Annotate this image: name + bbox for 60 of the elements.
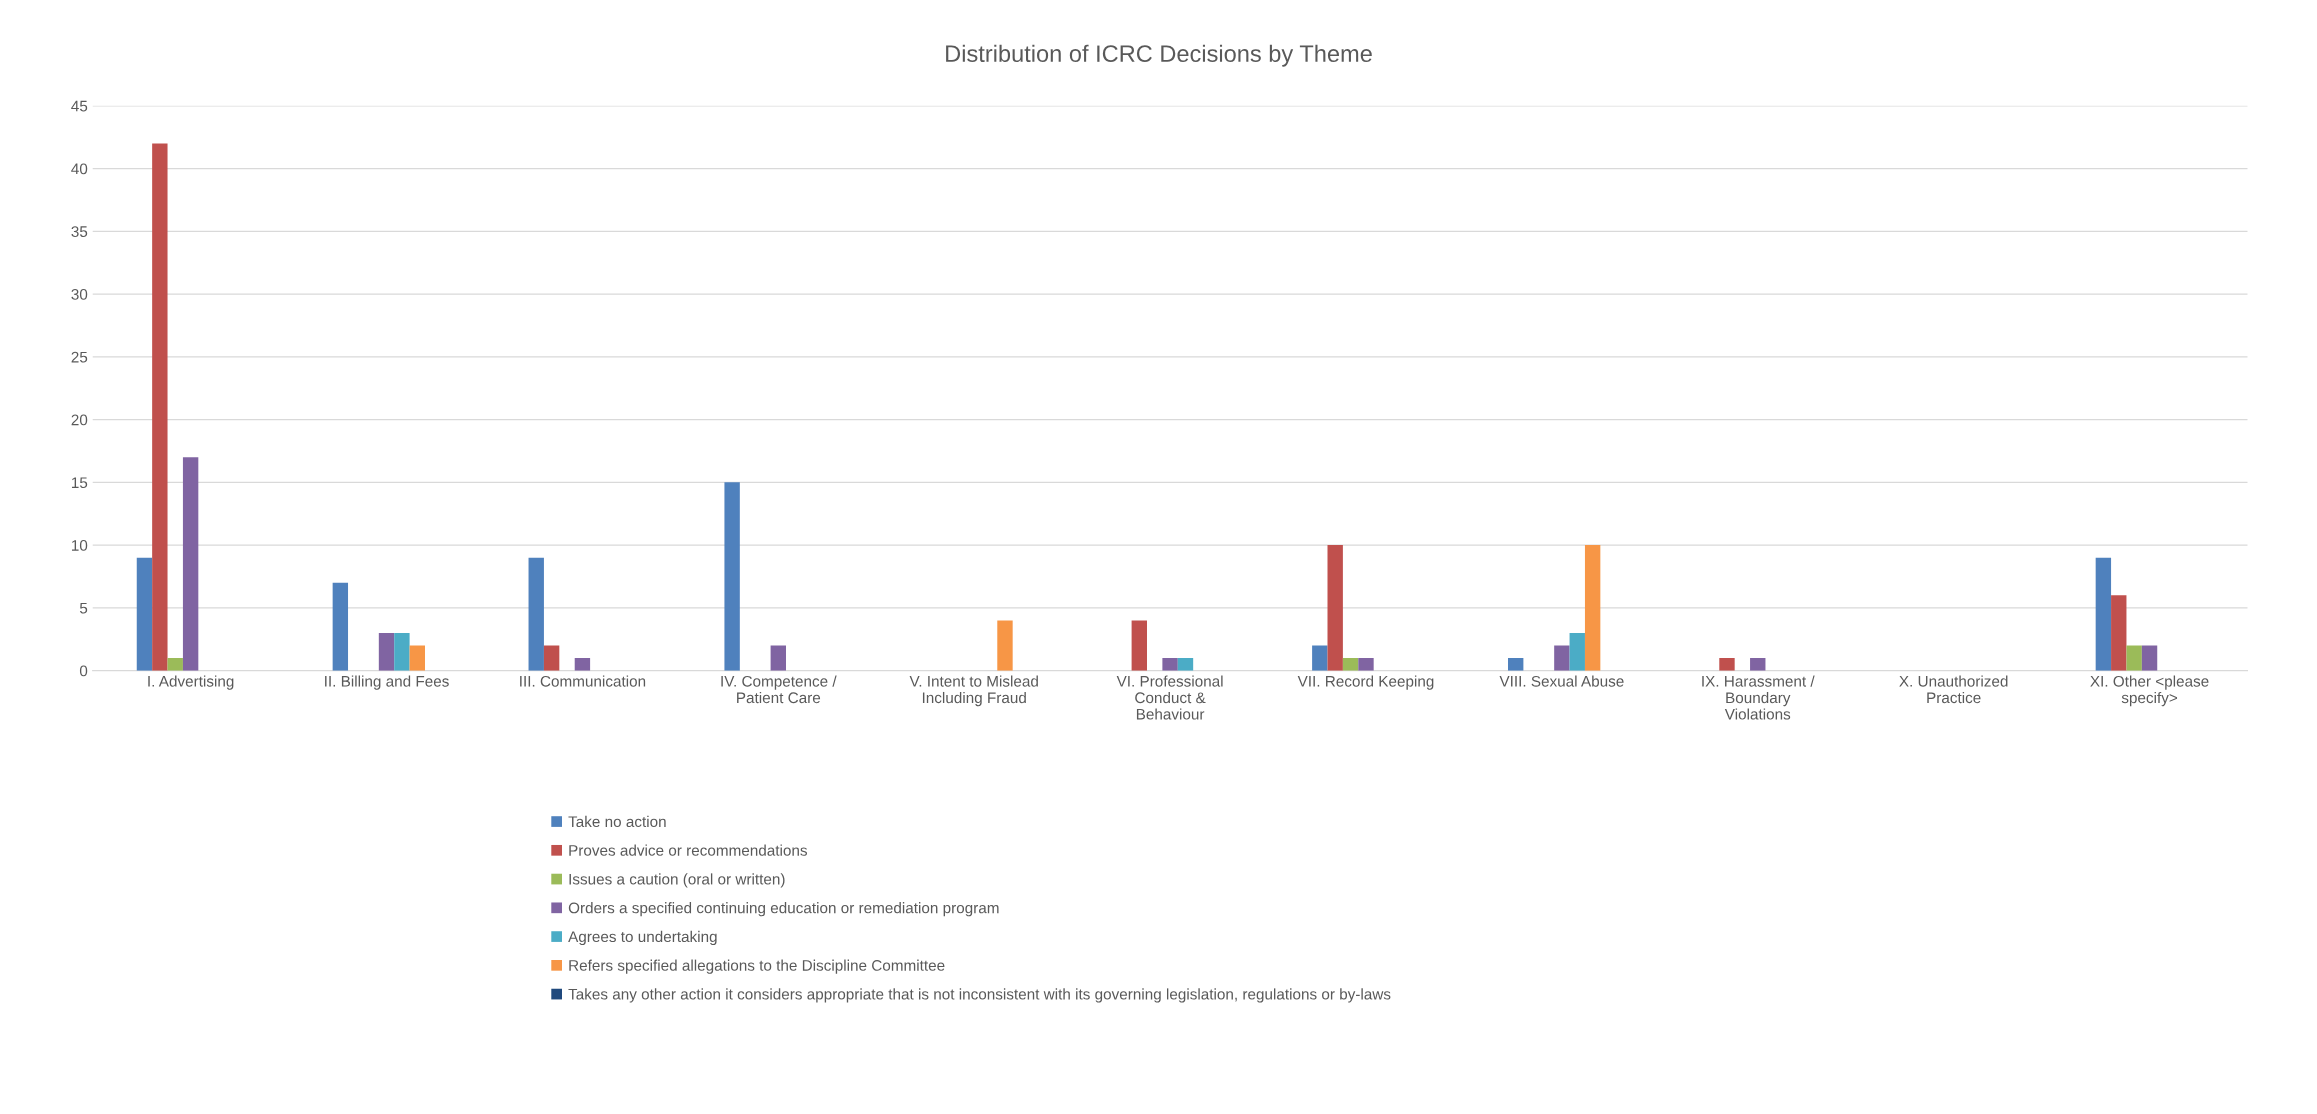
- x-tick-label: XI. Other <please specify>: [2090, 675, 2209, 707]
- bar: [332, 582, 349, 671]
- bar: [543, 645, 560, 671]
- legend-label: Takes any other action it considers appropriate that is not inconsistent with its governing legislation, regulations or by-laws: [568, 988, 1391, 1003]
- bar: [1569, 632, 1585, 671]
- y-tick-label: 25: [71, 351, 88, 363]
- y-tick-label: 35: [71, 226, 88, 238]
- legend-label: Proves advice or recommendations: [569, 844, 808, 856]
- bar: [2095, 557, 2112, 671]
- y-tick-label: 15: [71, 477, 88, 489]
- y-tick-label: 0: [79, 665, 88, 677]
- y-tick-label: 10: [71, 539, 88, 551]
- bar: [2141, 645, 2158, 671]
- chart-title: Distribution of ICRC Decisions by Theme: [946, 44, 1372, 67]
- bar: [724, 482, 740, 671]
- bar: [152, 143, 168, 671]
- bar: [167, 658, 183, 671]
- bar: [1162, 658, 1178, 671]
- bar: [1327, 545, 1343, 671]
- bar: [1312, 645, 1328, 671]
- y-tick-label: 5: [79, 602, 88, 614]
- y-tick-label: 40: [71, 163, 88, 175]
- bar: [1750, 658, 1766, 671]
- legend-label: Take no action: [568, 815, 666, 828]
- x-tick-label: IX. Harassment / Boundary Violations: [1702, 675, 1815, 720]
- x-tick-label: V. Intent to Mislead Including Fraud: [909, 675, 1038, 707]
- x-tick-label: VI. Professional Conduct & Behaviour: [1116, 675, 1223, 720]
- bar: [136, 557, 153, 671]
- bar: [182, 457, 199, 671]
- bar: [574, 658, 591, 671]
- x-tick-label: VIII. Sexual Abuse: [1499, 675, 1624, 687]
- y-tick-label: 30: [71, 288, 88, 300]
- legend-label: Agrees to undertaking: [568, 930, 717, 946]
- legend-label: Refers specified allegations to the Discipline Committee: [569, 959, 945, 974]
- x-tick-label: I. Advertising: [148, 675, 234, 690]
- x-tick-label: IV. Competence / Patient Care: [721, 675, 837, 704]
- bar: [997, 620, 1013, 671]
- bar: [528, 557, 544, 671]
- bar: [1342, 658, 1359, 671]
- x-tick-label: X. Unauthorized Practice: [1899, 675, 2008, 704]
- legend-label: Issues a caution (oral or written): [569, 873, 785, 888]
- bar: [1584, 545, 1601, 671]
- bar: [1719, 658, 1735, 671]
- bar: [409, 645, 425, 671]
- legend-label: Orders a specified continuing education or remediation program: [568, 902, 999, 917]
- y-tick-label: 45: [71, 100, 88, 112]
- bar: [378, 632, 395, 671]
- bar: [1358, 658, 1374, 671]
- y-tick-label: 20: [71, 414, 88, 426]
- bar: [1554, 645, 1570, 671]
- bar: [394, 632, 410, 671]
- bar: [2126, 645, 2142, 671]
- bar: [770, 645, 786, 671]
- bar: [1177, 658, 1194, 671]
- bar: [1508, 658, 1524, 671]
- bar: [1131, 620, 1147, 671]
- x-tick-label: VII. Record Keeping: [1297, 675, 1434, 690]
- x-tick-label: III. Communication: [520, 675, 646, 687]
- bar: [2111, 595, 2127, 671]
- x-tick-label: II. Billing and Fees: [325, 675, 449, 690]
